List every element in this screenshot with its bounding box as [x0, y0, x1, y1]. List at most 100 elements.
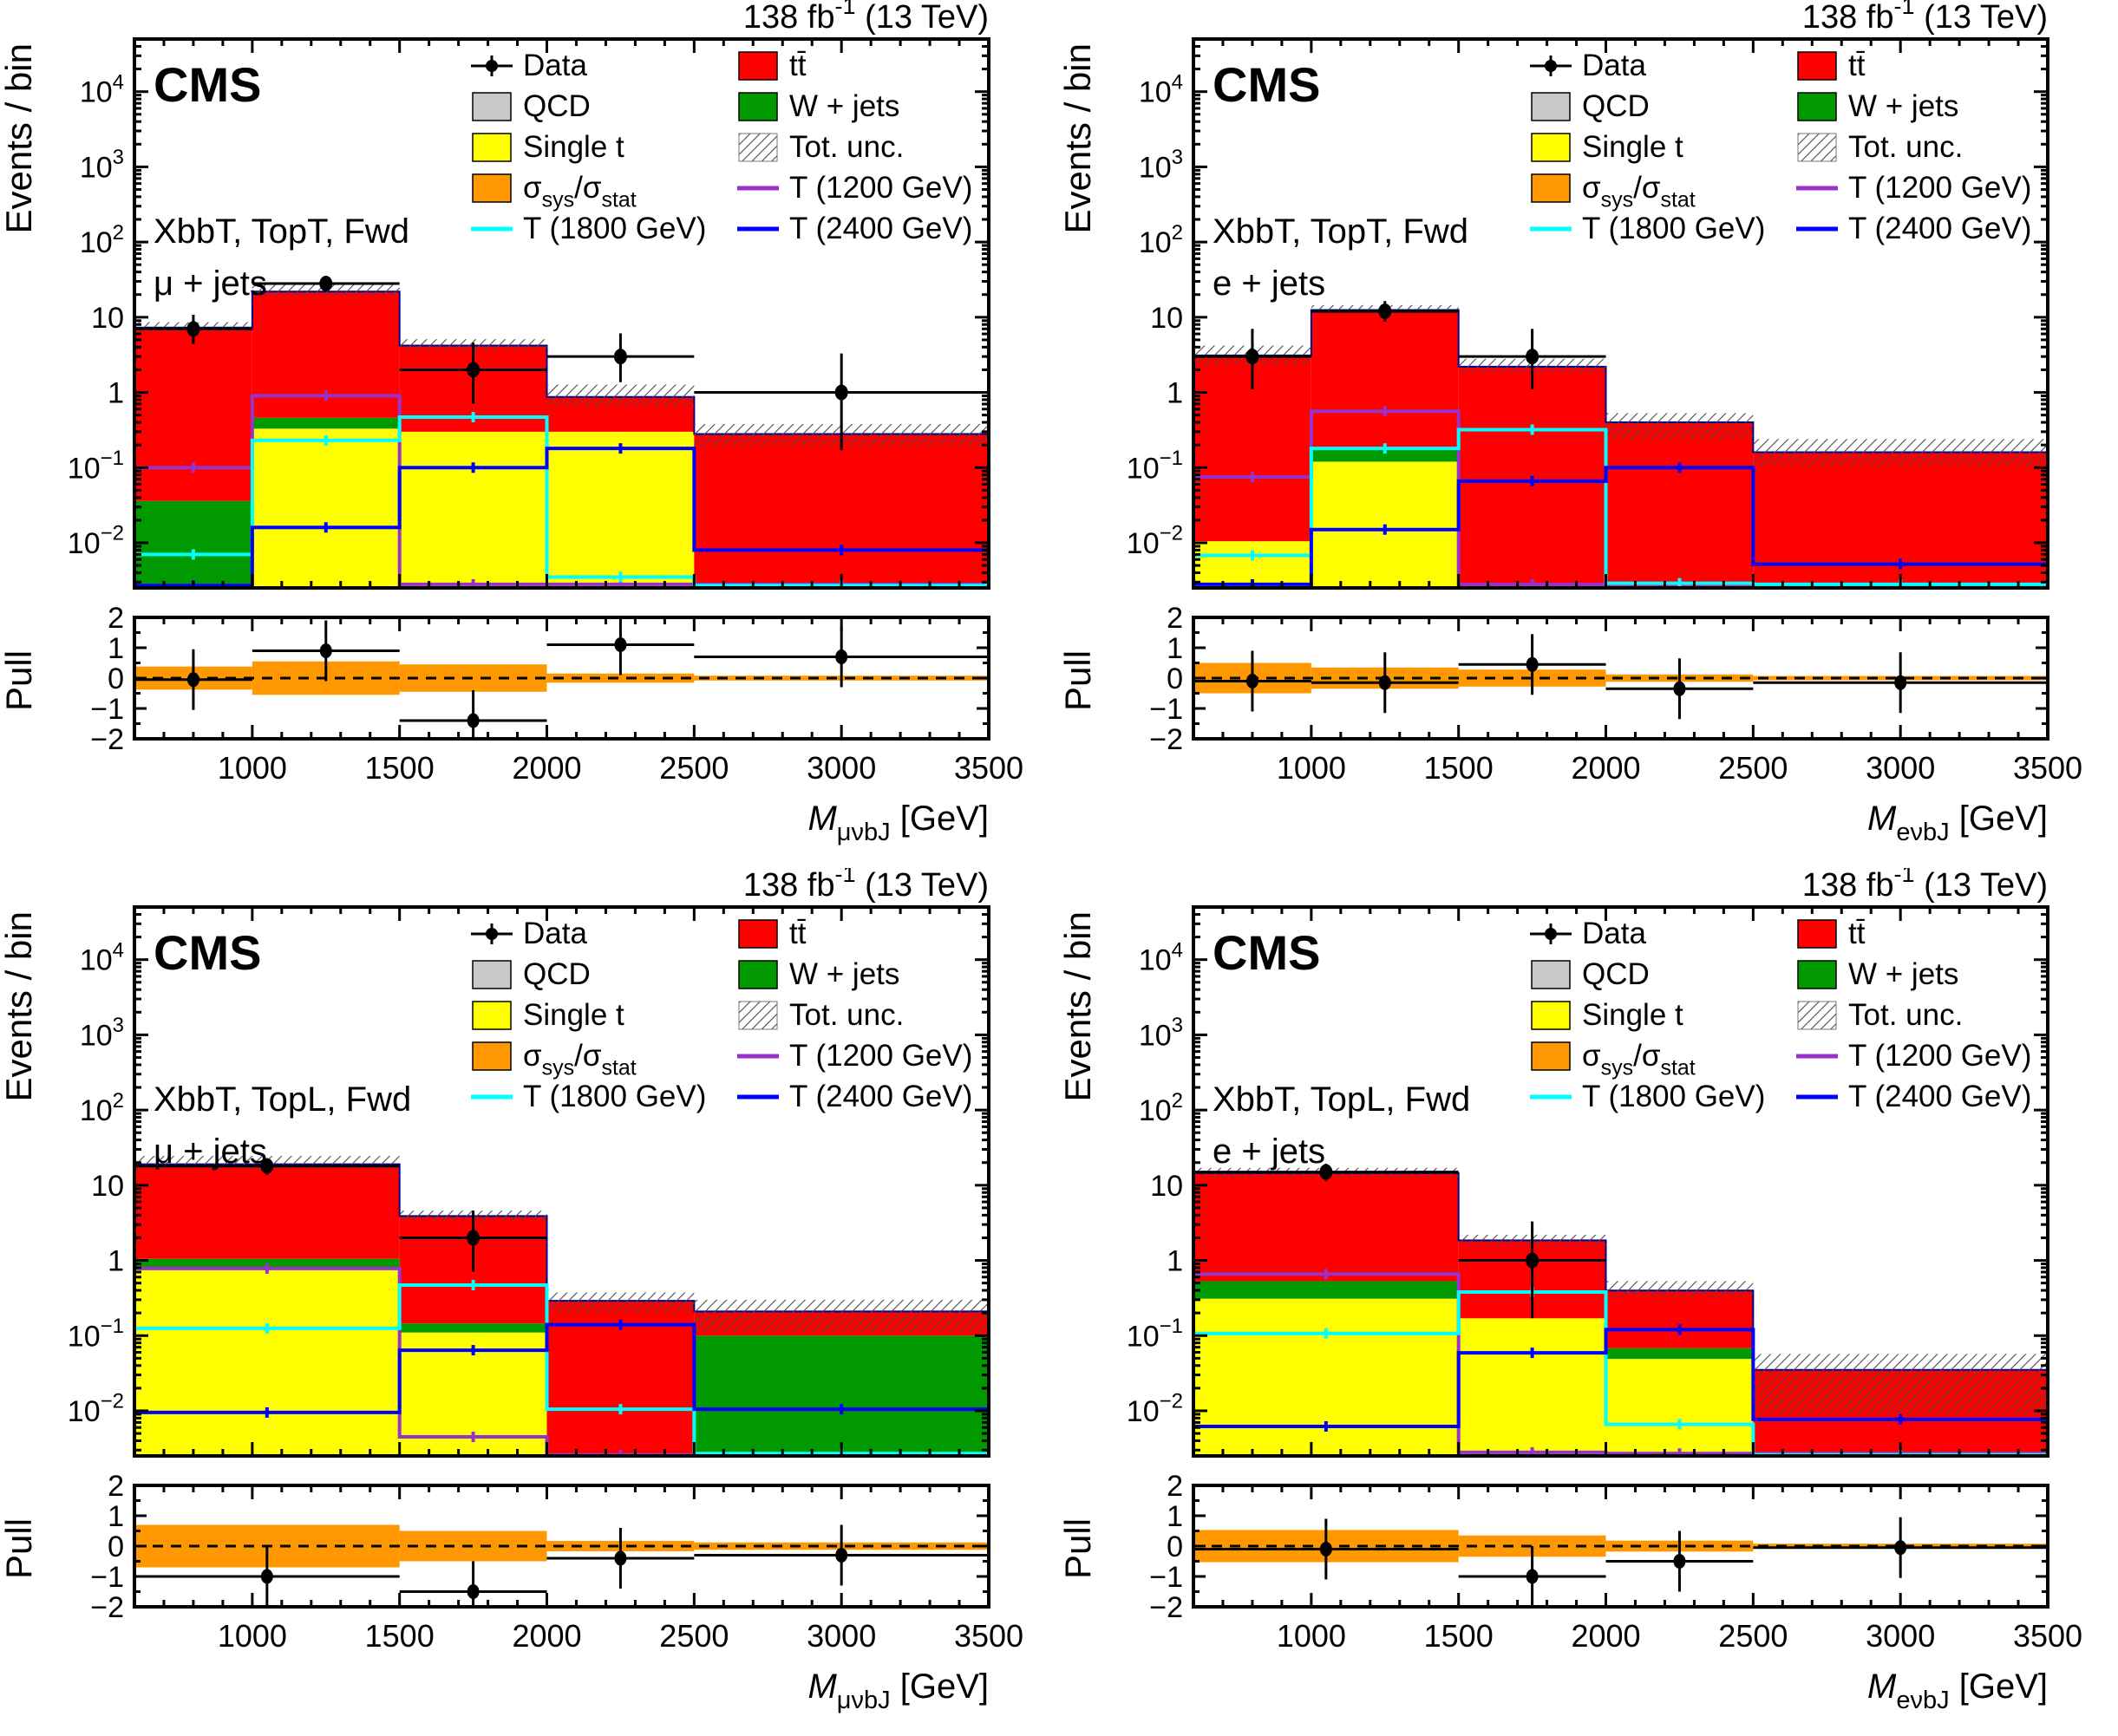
pull-tick-label: 0 [108, 662, 124, 695]
legend-label-qcd: QCD [1582, 89, 1650, 123]
main-plot-area [1193, 301, 2048, 588]
pull-tick-label: −2 [1149, 723, 1183, 756]
stack-wjets [399, 1323, 547, 1333]
y-tick-label: 10 [1150, 302, 1183, 335]
cms-label: CMS [1213, 925, 1320, 980]
data-point [834, 384, 848, 401]
y-tick-label: 104 [80, 70, 124, 108]
pull-tick-label: 1 [1167, 1500, 1183, 1533]
pull-point [467, 713, 480, 728]
y-tick-label: 102 [80, 1089, 124, 1127]
legend-label-t1200: T (1200 GeV) [789, 171, 972, 205]
legend-item-t1800: T (1800 GeV) [1530, 1080, 1765, 1113]
data-point [1378, 303, 1392, 319]
y-tick-label: 1 [108, 377, 124, 410]
y-axis-title: Events / bin [0, 43, 39, 233]
signal-line-t2400 [134, 1322, 989, 1414]
y-tick-label: 103 [80, 1014, 124, 1052]
legend-label-wjets: W + jets [1848, 89, 1958, 123]
stack-wjets [252, 417, 400, 429]
main-plot-area [1193, 1164, 2048, 1456]
panel-cell-topT-mujets: 10−2 10−1 1 10 102 103 104 −2 −1 0 1 2 1000 1500 2000 2… [0, 0, 1059, 868]
legend-label-data: Data [1582, 917, 1646, 950]
y-tick-label: 10−2 [1127, 1390, 1183, 1428]
pull-point [1526, 1569, 1539, 1584]
main-ticks [1193, 37, 2049, 588]
lumi-label: 138 fb-1 (13 TeV) [1802, 0, 2048, 36]
x-axis-title: MeνbJ [GeV] [1867, 799, 2048, 846]
legend-item-tot-unc: Tot. unc. [1797, 998, 1963, 1032]
pull-point [467, 1584, 480, 1599]
stack-ttbar [1605, 1290, 1754, 1348]
pull-tick-label: −1 [1149, 693, 1183, 726]
y-axis-title: Events / bin [0, 911, 39, 1101]
pull-point [614, 1550, 627, 1566]
legend-item-t2400: T (2400 GeV) [1796, 1080, 2031, 1113]
legend-label-single-t: Single t [523, 130, 624, 164]
signal-line-t2400 [1193, 1328, 2048, 1428]
stack-wjets [134, 500, 252, 588]
pull-ticks [134, 616, 990, 741]
stack-singlet [252, 428, 400, 588]
stack-singlet [1458, 1318, 1606, 1456]
pull-point [1378, 675, 1391, 690]
panel-cell-topL-mujets: 10−2 10−1 1 10 102 103 104 −2 −1 0 1 2 1000 1500 2000 2… [0, 868, 1059, 1736]
tot-unc-band [546, 384, 695, 407]
legend-item-t2400: T (2400 GeV) [1796, 212, 2031, 245]
legend-item-qcd: QCD [1531, 89, 1650, 123]
channel-label: μ + jets [154, 1132, 267, 1171]
x-tick-label: 2000 [512, 750, 581, 786]
x-tick-label: 1500 [1424, 1618, 1494, 1654]
panel-cell-topL-ejets: 10−2 10−1 1 10 102 103 104 −2 −1 0 1 2 1000 1500 2000 2… [1059, 868, 2118, 1736]
lumi-label: 138 fb-1 (13 TeV) [743, 868, 989, 904]
pull-point [614, 637, 627, 652]
legend-label-single-t: Single t [1582, 998, 1683, 1032]
data-point [186, 321, 200, 337]
y-tick-label: 1 [1167, 377, 1183, 410]
tot-unc-band [1605, 1281, 1754, 1297]
legend-item-wjets: W + jets [738, 89, 899, 123]
legend-item-t1200: T (1200 GeV) [737, 171, 972, 205]
pull-tick-label: 0 [108, 1530, 124, 1563]
legend-label-t1800: T (1800 GeV) [1582, 212, 1765, 245]
cms-label: CMS [154, 57, 261, 112]
stack-ttbar [694, 434, 989, 588]
pull-tick-label: 0 [1167, 662, 1183, 695]
main-frame [1192, 37, 2049, 590]
legend-item-single-t: Single t [1531, 130, 1683, 164]
legend-item-data: Data [1530, 49, 1646, 82]
y-tick-label: 10−1 [68, 1315, 124, 1353]
x-tick-label: 1000 [1277, 750, 1346, 786]
pull-tick-label: −2 [90, 1591, 124, 1624]
pull-ticks [1193, 616, 2049, 741]
panel-cell-topT-ejets: 10−2 10−1 1 10 102 103 104 −2 −1 0 1 2 1000 1500 2000 2… [1059, 0, 2118, 868]
y-tick-label: 102 [80, 221, 124, 259]
x-axis-title: MeνbJ [GeV] [1867, 1667, 2048, 1714]
x-tick-label: 2500 [1718, 1618, 1788, 1654]
pull-tick-label: 1 [108, 632, 124, 665]
pull-tick-label: −1 [1149, 1561, 1183, 1594]
legend-label-tot-unc: Tot. unc. [789, 130, 904, 164]
legend-label-single-t: Single t [1582, 130, 1683, 164]
y-tick-label: 10 [1150, 1170, 1183, 1203]
legend-item-tot-unc: Tot. unc. [738, 130, 904, 164]
data-point [613, 349, 627, 365]
pull-point [1894, 675, 1907, 690]
y-tick-label: 103 [1139, 146, 1183, 184]
stack-singlet [546, 431, 695, 588]
legend-item-t2400: T (2400 GeV) [737, 212, 972, 245]
y-tick-label: 10−2 [68, 522, 124, 560]
x-axis-title: MμνbJ [GeV] [807, 1667, 989, 1714]
data-point [1245, 349, 1259, 365]
legend-item-sys-stat: σsys/σstat [472, 171, 637, 212]
main-plot-area [134, 1156, 989, 1456]
pull-sys-band [546, 673, 695, 683]
legend-item-wjets: W + jets [1797, 89, 1958, 123]
tot-unc-band [1605, 413, 1754, 440]
legend-item-t1800: T (1800 GeV) [471, 1080, 706, 1113]
legend-label-data: Data [523, 49, 587, 82]
